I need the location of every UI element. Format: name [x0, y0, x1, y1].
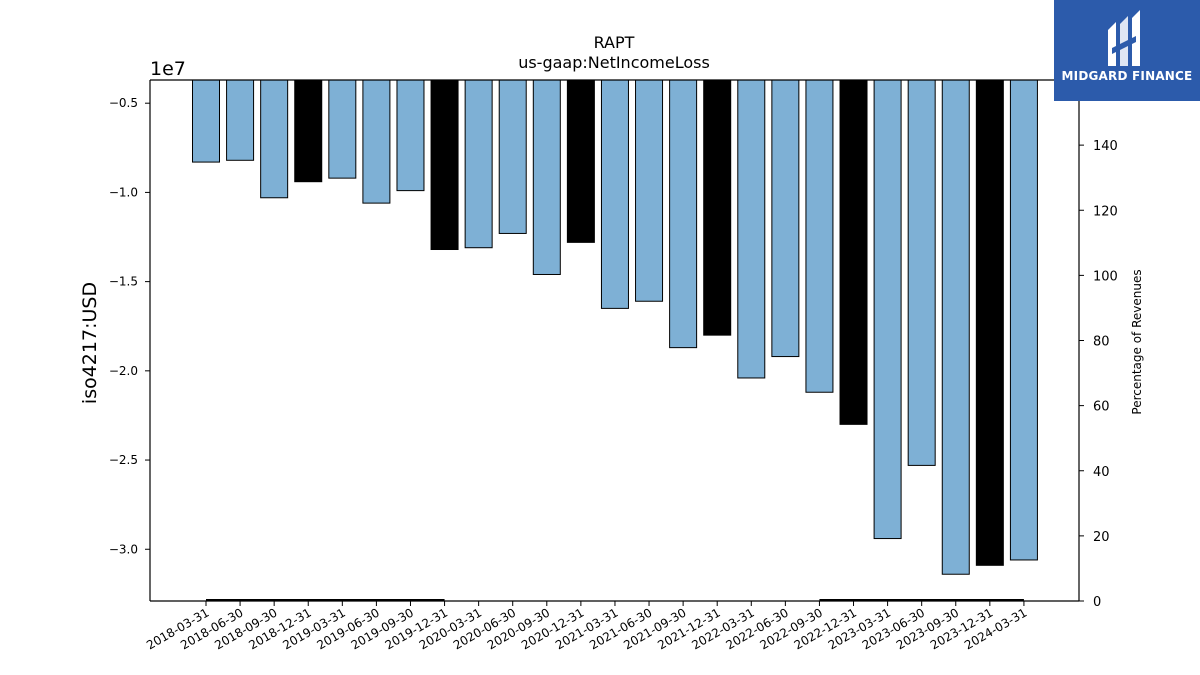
- y-tick-label: −2.5: [109, 453, 138, 467]
- bar-2022-06-30: [771, 79, 800, 358]
- y-axis-label: iso4217:USD: [79, 282, 101, 404]
- bar-2023-12-31: [975, 79, 1004, 566]
- bar-2023-03-31: [873, 79, 902, 540]
- y-tick-label: −0.5: [109, 96, 138, 110]
- y-tick-label: −3.0: [109, 542, 138, 556]
- bar-2022-12-31: [839, 79, 868, 425]
- bar-2021-03-31: [600, 79, 629, 309]
- bar-2022-03-31: [737, 79, 766, 379]
- y-tick-label: −1.0: [109, 185, 138, 199]
- bar-2018-12-31: [294, 79, 323, 183]
- y-multiplier-label: 1e7: [150, 58, 186, 80]
- y-tick-label: −2.0: [109, 364, 138, 378]
- chart-subtitle: us-gaap:NetIncomeLoss: [518, 53, 710, 72]
- bar-2021-09-30: [669, 79, 698, 349]
- y2-axis-label: Percentage of Revenues: [1130, 269, 1144, 414]
- bar-2023-09-30: [941, 79, 970, 575]
- bar-2018-03-31: [192, 79, 220, 163]
- bar-2020-06-30: [498, 79, 527, 234]
- y2-tick-label: 100: [1093, 269, 1118, 284]
- y2-tick-label: 120: [1093, 204, 1118, 219]
- bar-2020-03-31: [464, 79, 493, 249]
- y2-tick-label: 0: [1093, 595, 1101, 610]
- bar-2019-06-30: [362, 79, 391, 204]
- y2-tick-label: 140: [1093, 139, 1118, 154]
- y2-tick-label: 20: [1093, 530, 1110, 545]
- bar-2022-09-30: [805, 79, 834, 393]
- bar-2018-09-30: [260, 79, 289, 199]
- bar-2024-03-31: [1009, 79, 1038, 561]
- bar-2021-06-30: [635, 79, 664, 302]
- brand-logo: MIDGARD FINANCE: [1054, 0, 1200, 101]
- bar-2020-12-31: [566, 79, 595, 243]
- bar-2021-12-31: [703, 79, 732, 336]
- chart-title: RAPT: [594, 33, 635, 52]
- brand-name: MIDGARD FINANCE: [1061, 69, 1193, 83]
- bar-2020-09-30: [532, 79, 561, 275]
- y-tick-label: −1.5: [109, 275, 138, 289]
- y2-tick-label: 80: [1093, 335, 1110, 350]
- y2-tick-label: 40: [1093, 465, 1110, 480]
- midgard-logo-icon: [1108, 10, 1140, 66]
- bar-2023-06-30: [907, 79, 936, 466]
- bar-2018-06-30: [226, 79, 255, 161]
- bars-group: [192, 79, 1038, 575]
- y2-tick-label: 60: [1093, 400, 1110, 415]
- bar-2019-12-31: [430, 79, 459, 251]
- bar-2019-09-30: [396, 79, 425, 192]
- bar-2019-03-31: [328, 79, 357, 179]
